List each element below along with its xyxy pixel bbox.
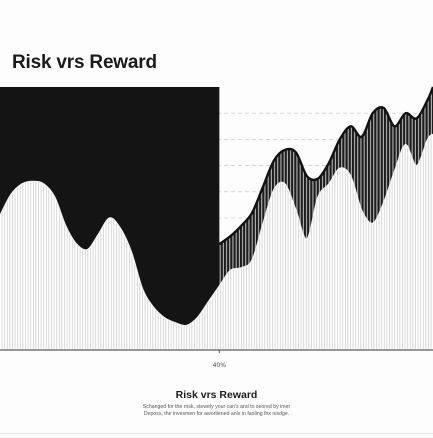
caption-line-2: Deposs, the invesmen for awortiened anls… — [143, 411, 290, 417]
caption-text: Schanged for the rrisk, stewely your can… — [100, 404, 333, 418]
chart-title: Risk vrs Reward — [12, 52, 157, 73]
footer-divider — [0, 433, 433, 434]
caption-title: Risk vrs Reward — [175, 389, 258, 401]
upper-series-line — [218, 86, 433, 246]
caption-line-1: Schanged for the rrisk, stewely your can… — [142, 404, 291, 410]
risk-block-area — [0, 87, 220, 326]
x-tick-label: 40% — [213, 362, 227, 369]
x-axis: 40% — [0, 349, 433, 369]
lower-series-line — [0, 133, 433, 327]
line-layer — [0, 86, 433, 327]
